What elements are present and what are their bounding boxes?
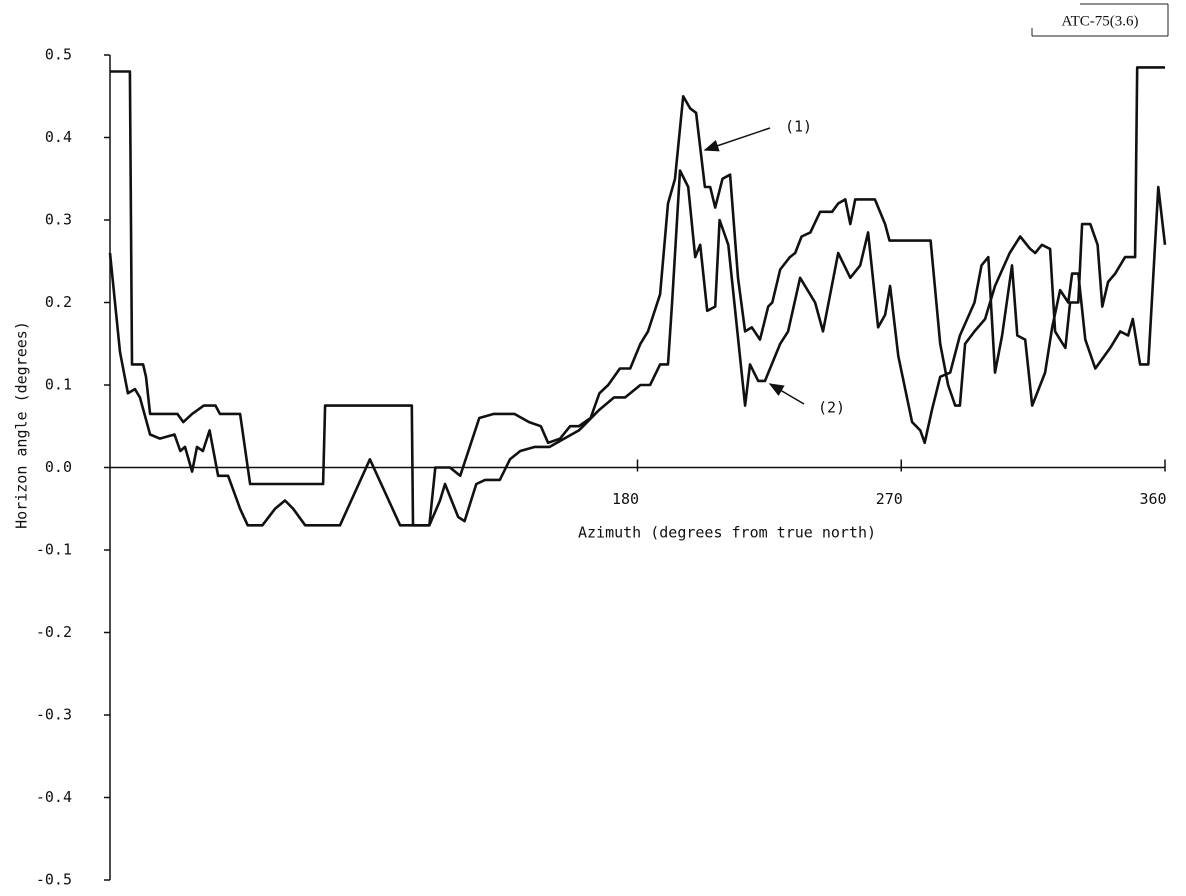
y-tick-label: -0.3: [36, 706, 72, 724]
y-tick-label: 0.4: [45, 128, 72, 146]
x-axis-label: Azimuth (degrees from true north): [578, 524, 876, 542]
series-line: [110, 66, 1165, 527]
callout-arrow: [768, 383, 805, 405]
y-tick-label: 0.2: [45, 293, 72, 311]
x-tick-label: 180: [612, 490, 639, 508]
y-tick-label: 0.1: [45, 376, 72, 394]
y-tick-label: -0.2: [36, 623, 72, 641]
y-axis-label: Horizon angle (degrees): [13, 321, 31, 529]
y-tick-label: 0.3: [45, 211, 72, 229]
y-tick-label: -0.5: [36, 871, 72, 889]
series-label: (2): [818, 399, 845, 417]
y-tick-label: 0.5: [45, 46, 72, 64]
series-line: [108, 169, 1167, 527]
figure-id-box: ATC-75(3.6): [1031, 3, 1169, 37]
series-label: (1): [785, 118, 812, 136]
y-tick-label: 0.0: [45, 458, 72, 476]
x-tick-label: 360: [1139, 490, 1166, 508]
figure-id: ATC-75(3.6): [1061, 13, 1138, 29]
y-tick-label: -0.4: [36, 788, 72, 806]
callout-arrow: [703, 127, 771, 152]
x-tick-label: 270: [876, 490, 903, 508]
y-tick-label: -0.1: [36, 541, 72, 559]
